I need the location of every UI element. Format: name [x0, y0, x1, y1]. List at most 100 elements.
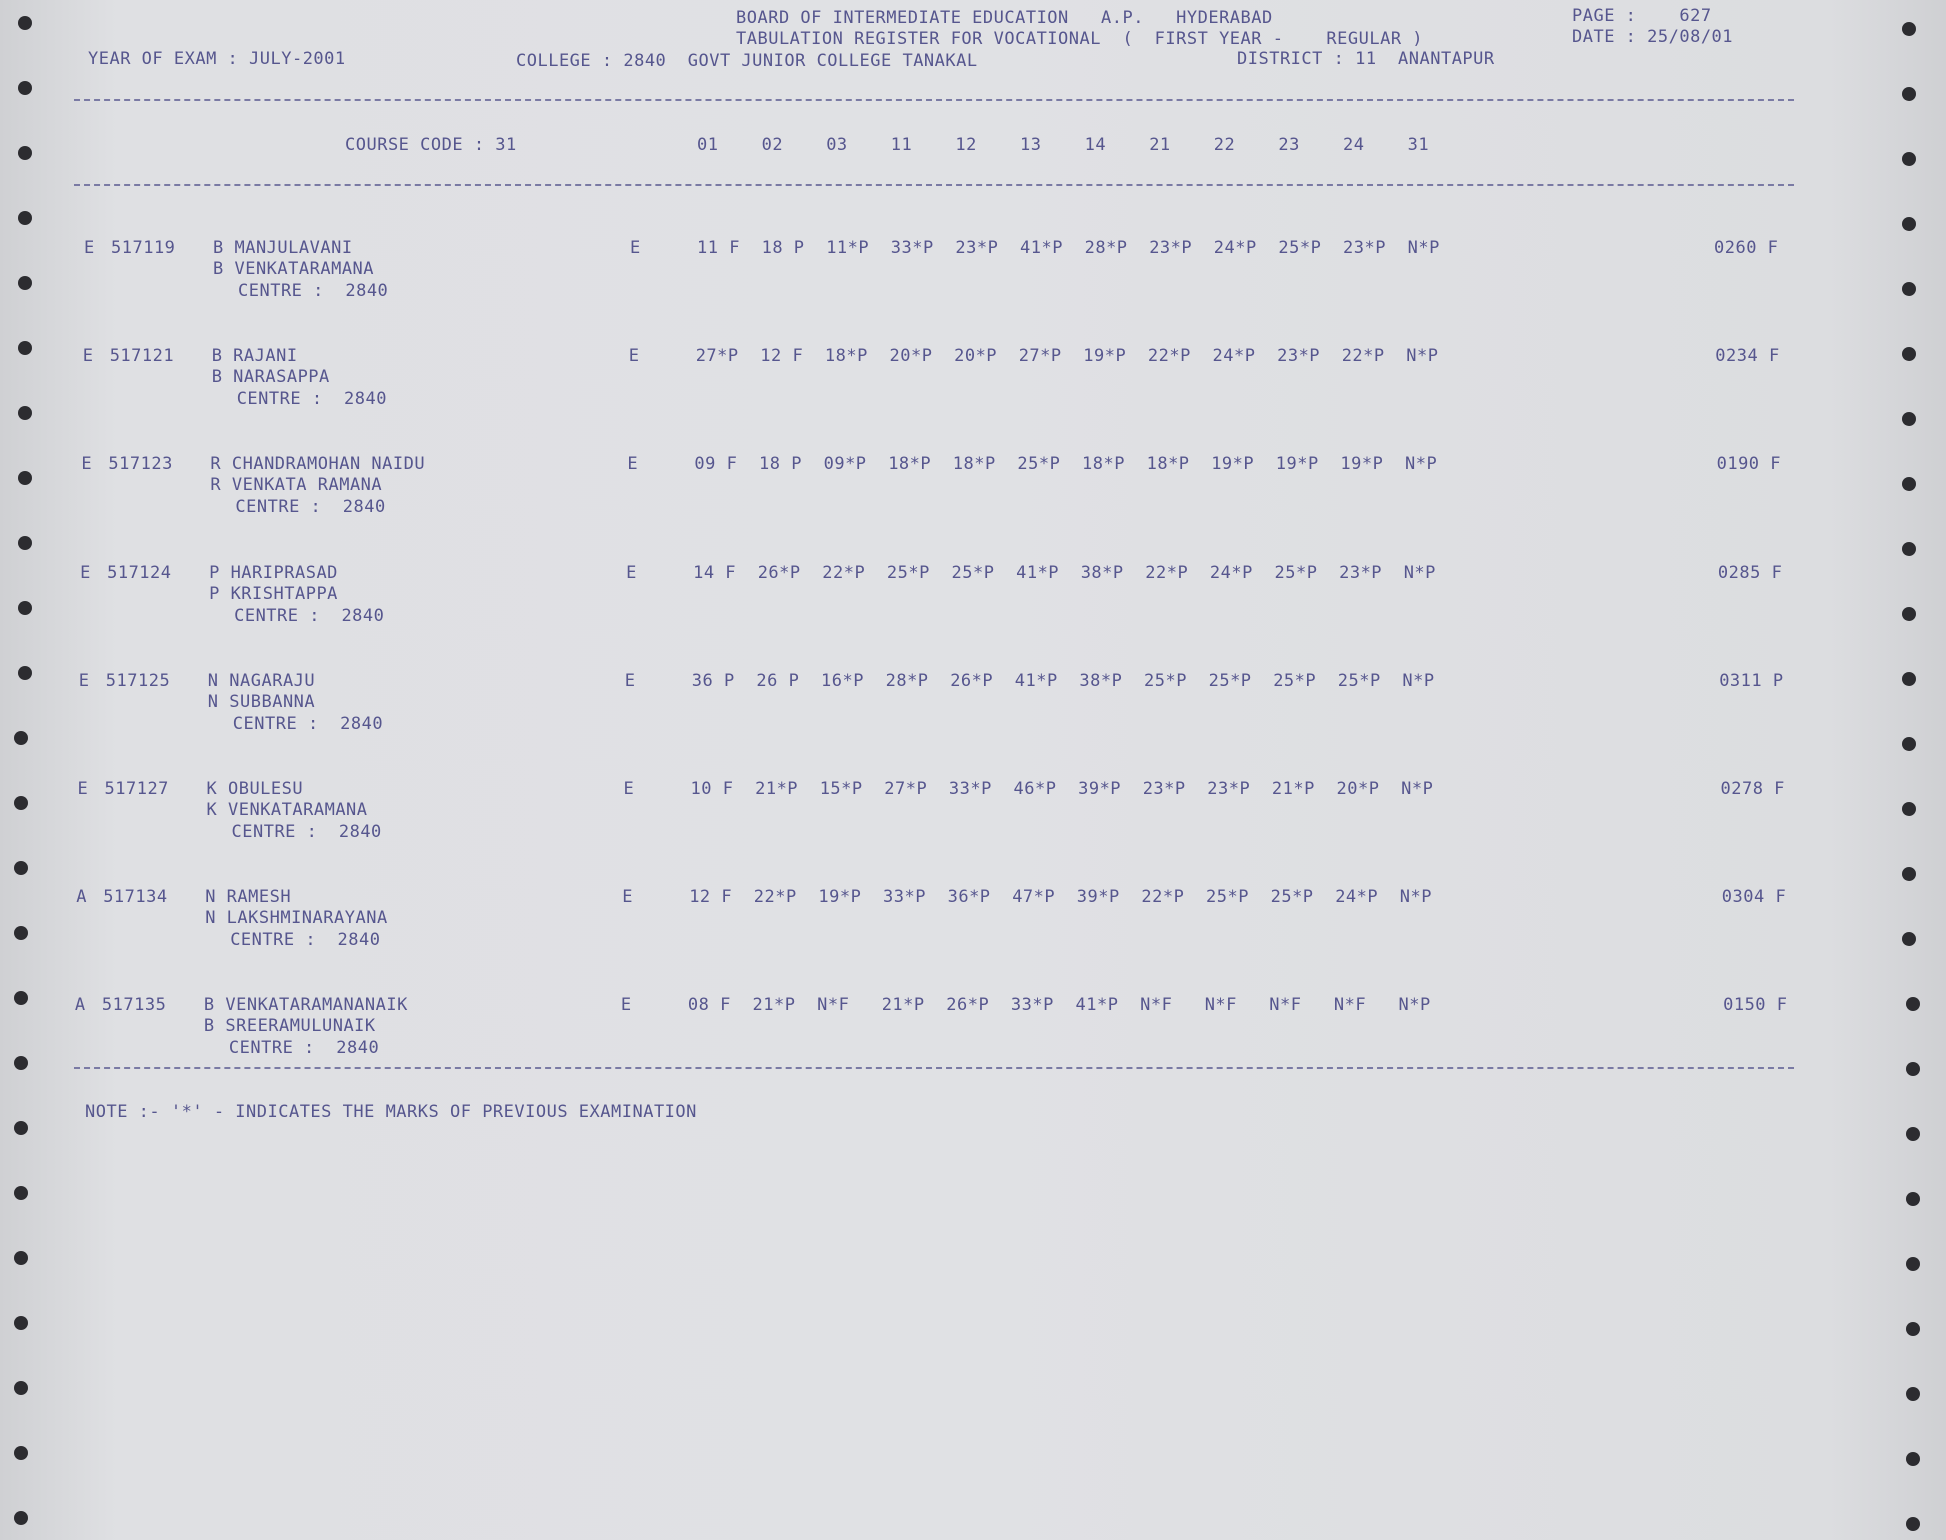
subject-mark: 27*P: [1018, 346, 1062, 367]
punch-hole: [18, 211, 32, 225]
punch-hole: [1906, 997, 1920, 1011]
parent-name: N LAKSHMINARAYANA: [205, 908, 388, 929]
subject-mark: 11*P: [826, 238, 870, 258]
subject-mark: 41*P: [1016, 562, 1060, 583]
subject-mark: 18*P: [1082, 454, 1125, 475]
subject-mark: 22*P: [753, 887, 797, 908]
student-name: B VENKATARAMANANAIK: [203, 995, 408, 1016]
college-info: COLLEGE : 2840 GOVT JUNIOR COLLEGE TANAK…: [516, 51, 978, 71]
punch-hole: [14, 926, 28, 940]
subject-mark: 24*P: [1335, 887, 1379, 908]
year-of-exam: YEAR OF EXAM : JULY-2001: [88, 49, 346, 69]
subject-mark: 46*P: [1013, 779, 1057, 799]
punch-hole: [14, 861, 28, 875]
subject-mark: 33*P: [948, 779, 992, 799]
punch-hole: [14, 1186, 28, 1200]
print-date: DATE : 25/08/01: [1572, 27, 1734, 47]
punch-hole: [18, 146, 32, 160]
parent-name: B VENKATARAMANA: [213, 259, 375, 279]
parent-name: B NARASAPPA: [211, 367, 330, 388]
subject-mark: 09 F: [694, 454, 738, 475]
total-result: 0285 F: [1717, 562, 1783, 583]
punch-hole: [1902, 607, 1916, 621]
subject-code: 24: [1343, 135, 1365, 155]
subject-mark: 19*P: [1211, 454, 1255, 475]
roll-number: 517135: [101, 995, 167, 1016]
subject-mark: 20*P: [954, 346, 998, 367]
punch-hole: [14, 991, 28, 1005]
subject-code: 21: [1149, 135, 1171, 155]
subject-mark: 10 F: [690, 779, 734, 799]
subject-mark: 23*P: [1343, 238, 1386, 258]
punch-hole: [18, 666, 32, 680]
subject-mark: 11 F: [697, 238, 740, 258]
punch-hole: [18, 601, 32, 615]
medium: E: [623, 779, 635, 799]
punch-hole: [14, 1316, 28, 1330]
subject-mark: 28*P: [1084, 238, 1128, 258]
subject-mark: 23*P: [1339, 562, 1383, 583]
subject-mark: N*P: [1401, 779, 1434, 799]
punch-hole: [18, 406, 32, 420]
medium: E: [630, 238, 641, 258]
subject-mark: 27*P: [695, 346, 739, 367]
punch-hole: [14, 1446, 28, 1460]
punch-hole: [18, 276, 32, 290]
centre: CENTRE : 2840: [232, 713, 384, 734]
subject-mark: 22*P: [1145, 562, 1189, 583]
punch-hole: [1906, 1127, 1920, 1141]
centre: CENTRE : 2840: [234, 605, 385, 626]
punch-hole: [1902, 282, 1916, 296]
punch-hole: [1906, 1192, 1920, 1206]
punch-hole: [1902, 152, 1916, 166]
roll-number: 517125: [105, 670, 171, 691]
punch-hole: [18, 341, 32, 355]
punch-hole: [1902, 347, 1916, 361]
subject-mark: N*F: [1204, 995, 1237, 1016]
punch-hole: [1902, 542, 1916, 556]
subject-mark: N*F: [1140, 995, 1173, 1016]
roll-number: 517119: [111, 238, 176, 258]
punch-hole: [14, 1056, 28, 1070]
subject-mark: 18 P: [761, 238, 805, 258]
subject-mark: 41*P: [1014, 670, 1058, 691]
student-name: N RAMESH: [205, 887, 292, 908]
punch-hole: [18, 536, 32, 550]
subject-mark: 41*P: [1075, 995, 1119, 1016]
subject-mark: 28*P: [885, 670, 929, 691]
subject-mark: 18*P: [1146, 454, 1190, 475]
subject-mark: 23*P: [1277, 346, 1321, 367]
subject-mark: 20*P: [1336, 779, 1380, 799]
divider: [74, 99, 1794, 101]
register-title: TABULATION REGISTER FOR VOCATIONAL ( FIR…: [736, 29, 1424, 49]
punch-hole: [1902, 87, 1916, 101]
category: A: [76, 887, 87, 908]
subject-mark: N*P: [1403, 562, 1436, 583]
subject-mark: 18*P: [888, 454, 932, 475]
roll-number: 517123: [108, 454, 173, 475]
parent-name: P KRISHTAPPA: [209, 583, 338, 604]
subject-mark: 19*P: [1340, 454, 1384, 475]
student-name: P HARIPRASAD: [209, 562, 338, 583]
punch-hole: [1902, 22, 1916, 36]
subject-mark: N*F: [1269, 995, 1302, 1016]
parent-name: R VENKATA RAMANA: [210, 475, 383, 496]
parent-name: B SREERAMULUNAIK: [203, 1016, 376, 1037]
punch-hole: [14, 1251, 28, 1265]
subject-mark: 26 P: [756, 670, 800, 691]
subject-code: 03: [826, 135, 848, 155]
punch-hole: [1906, 1062, 1920, 1076]
subject-mark: 19*P: [1083, 346, 1127, 367]
punch-hole: [1906, 1257, 1920, 1271]
student-name: B MANJULAVANI: [213, 238, 353, 258]
centre: CENTRE : 2840: [236, 389, 387, 410]
subject-mark: 27*P: [884, 779, 928, 799]
subject-mark: 36*P: [947, 887, 991, 908]
subject-mark: 25*P: [1273, 670, 1317, 691]
category: E: [81, 454, 93, 475]
punch-hole: [18, 16, 32, 30]
category: E: [82, 346, 94, 367]
subject-mark: 22*P: [1147, 346, 1191, 367]
centre: CENTRE : 2840: [228, 1038, 380, 1059]
